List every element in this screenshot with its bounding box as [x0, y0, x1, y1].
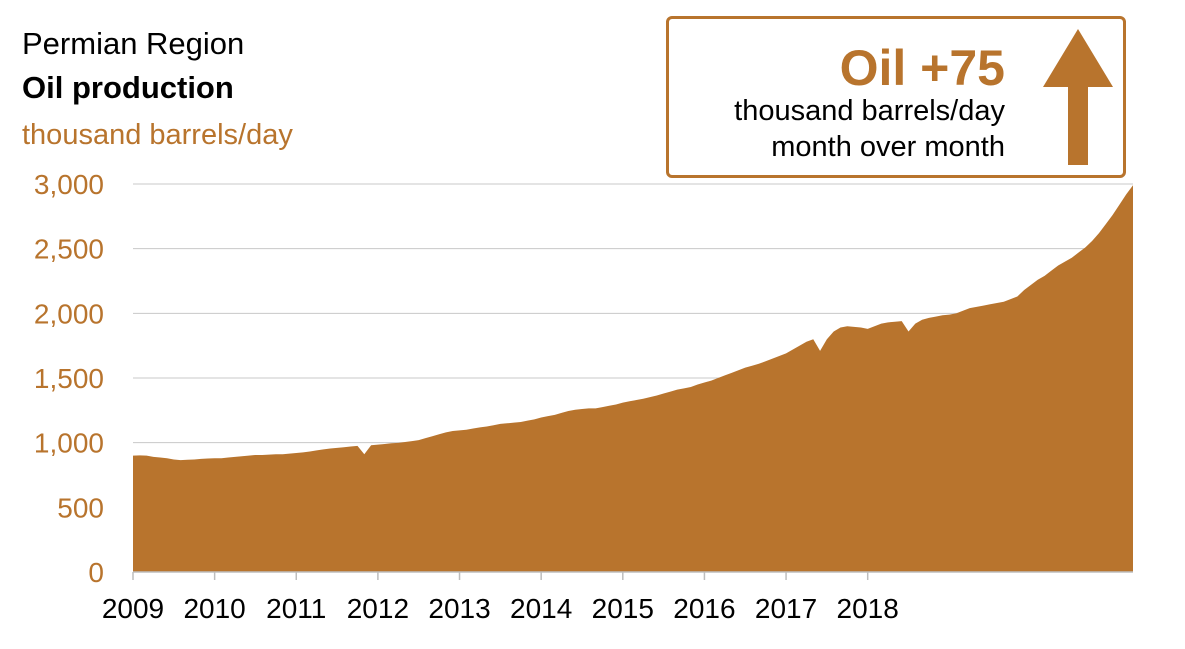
- x-tick-label: 2018: [837, 593, 899, 624]
- region-label: Permian Region: [22, 26, 245, 61]
- chart-title: Oil production: [22, 70, 234, 105]
- up-arrow-icon: [1043, 29, 1113, 165]
- y-tick-label: 2,000: [34, 298, 104, 329]
- x-tick-labels: 2009 2010 2011 2012 2013 2014 2015 2016 2017 2018: [102, 593, 899, 624]
- y-tick-label: 3,000: [34, 169, 104, 200]
- production-area: [133, 185, 1133, 573]
- x-tick-label: 2017: [755, 593, 817, 624]
- callout-period: month over month: [771, 131, 1005, 163]
- y-tick-label: 1,500: [34, 363, 104, 394]
- area-series: [133, 185, 1133, 573]
- x-tick-label: 2011: [266, 593, 326, 624]
- callout-unit: thousand barrels/day: [734, 95, 1005, 127]
- x-axis: [132, 571, 1133, 580]
- x-tick-label: 2009: [102, 593, 164, 624]
- x-tick-label: 2010: [183, 593, 245, 624]
- x-tick-label: 2015: [592, 593, 654, 624]
- x-tick-label: 2012: [347, 593, 409, 624]
- y-tick-label: 0: [88, 557, 104, 588]
- x-tick-label: 2014: [510, 593, 572, 624]
- y-tick-labels: 0 500 1,000 1,500 2,000 2,500 3,000: [34, 169, 104, 588]
- y-tick-label: 1,000: [34, 428, 104, 459]
- callout-box: Oil +75 thousand barrels/day month over …: [666, 16, 1126, 178]
- callout-headline: Oil +75: [839, 40, 1005, 96]
- y-tick-label: 500: [57, 492, 104, 523]
- unit-label: thousand barrels/day: [22, 119, 293, 151]
- x-tick-label: 2013: [428, 593, 490, 624]
- y-tick-label: 2,500: [34, 234, 104, 265]
- x-tick-label: 2016: [673, 593, 735, 624]
